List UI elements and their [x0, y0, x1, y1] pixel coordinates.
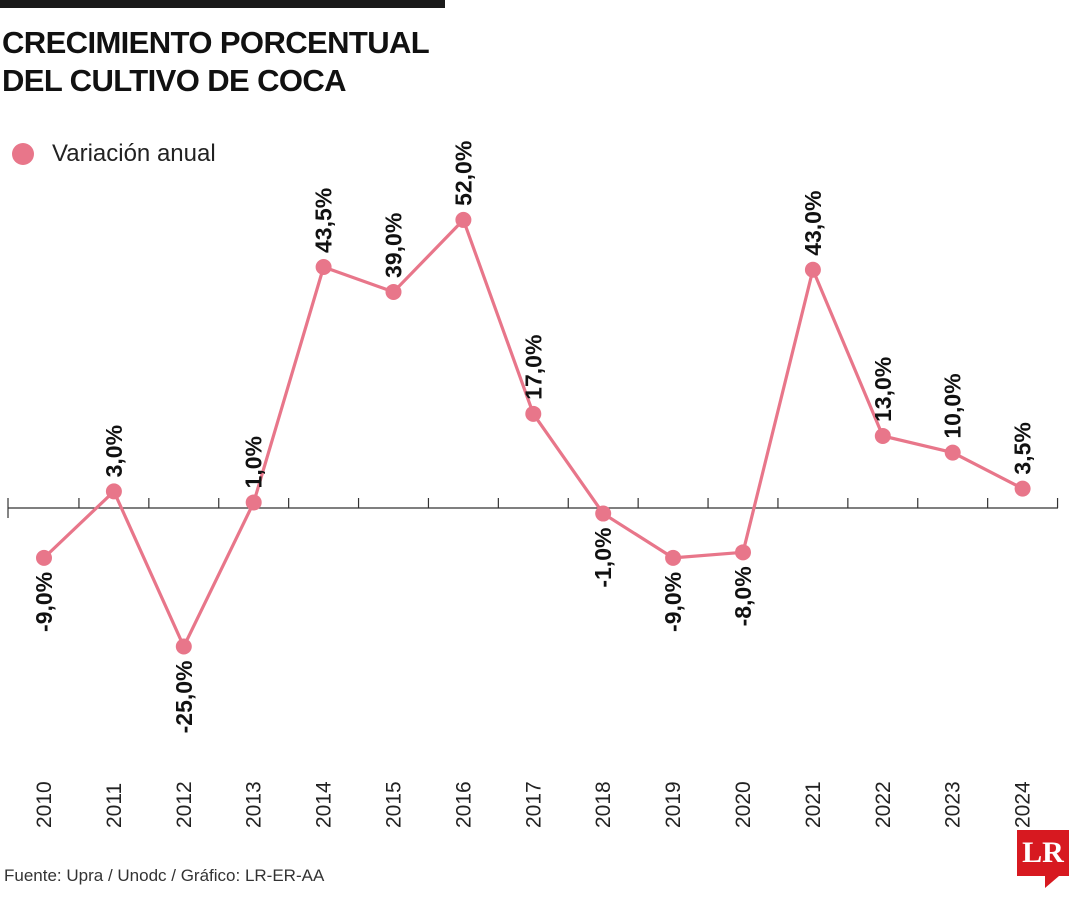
data-label: 43,0%	[800, 191, 826, 256]
x-tick-label: 2014	[313, 781, 336, 828]
chart-title: CRECIMIENTO PORCENTUAL DEL CULTIVO DE CO…	[2, 24, 430, 100]
x-tick-label: 2024	[1012, 781, 1035, 828]
data-point	[944, 444, 961, 461]
x-tick-label: 2020	[732, 781, 755, 828]
x-tick-label: 2019	[662, 781, 685, 828]
lr-logo-tail	[1045, 876, 1059, 888]
legend-label: Variación anual	[52, 140, 216, 167]
legend-marker	[12, 143, 34, 165]
data-point	[385, 283, 402, 300]
x-tick-label: 2021	[802, 781, 825, 828]
x-tick-label: 2016	[452, 781, 475, 828]
data-point	[315, 259, 332, 276]
x-tick-label: 2015	[383, 781, 406, 828]
data-label: -9,0%	[660, 572, 686, 632]
data-point	[105, 483, 122, 500]
data-label: 10,0%	[940, 373, 966, 438]
x-tick-label: 2022	[872, 781, 895, 828]
data-point	[595, 505, 612, 522]
x-tick-label: 2018	[592, 781, 615, 828]
lr-logo: LR	[1017, 830, 1069, 876]
chart-title-line-2: DEL CULTIVO DE COCA	[2, 63, 347, 98]
chart-title-line-1: CRECIMIENTO PORCENTUAL	[2, 25, 430, 60]
data-label: 3,0%	[101, 425, 127, 477]
data-label: 1,0%	[241, 436, 267, 488]
top-accent-bar	[0, 0, 445, 8]
data-point	[874, 427, 891, 444]
data-point	[245, 494, 262, 511]
data-point	[455, 211, 472, 228]
data-point	[735, 544, 751, 561]
x-tick-label: 2012	[173, 781, 196, 828]
data-label: 52,0%	[450, 141, 476, 206]
x-tick-label: 2013	[243, 781, 266, 828]
data-label: -8,0%	[730, 566, 756, 626]
data-point	[36, 549, 52, 566]
x-tick-label: 2023	[942, 781, 965, 828]
data-point	[665, 549, 682, 566]
data-point	[525, 405, 542, 422]
data-label: 43,5%	[311, 188, 337, 253]
data-label: 17,0%	[520, 335, 546, 400]
data-label: 13,0%	[870, 357, 896, 422]
x-tick-label: 2017	[522, 781, 545, 828]
data-label: -9,0%	[31, 572, 57, 632]
data-point	[1014, 480, 1031, 497]
source-note: Fuente: Upra / Unodc / Gráfico: LR-ER-AA	[4, 866, 325, 885]
data-label: -25,0%	[171, 661, 197, 734]
x-tick-label: 2010	[33, 781, 56, 828]
data-label: -1,0%	[590, 528, 616, 588]
x-tick-label: 2011	[103, 783, 126, 828]
legend: Variación anual	[12, 140, 216, 168]
data-point	[804, 261, 821, 278]
data-label: 39,0%	[381, 213, 407, 278]
data-label: 3,5%	[1010, 422, 1036, 474]
data-point	[175, 638, 192, 655]
